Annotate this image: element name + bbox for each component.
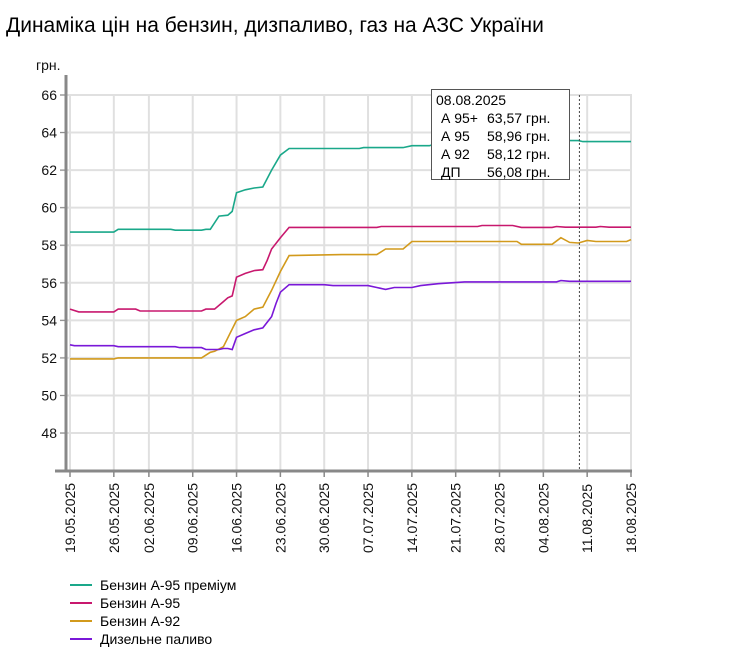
y-tick-label: 52 (41, 350, 57, 366)
x-tick-label: 07.07.2025 (360, 483, 376, 553)
tooltip-row: ДП 56,08 грн. (436, 163, 569, 181)
tooltip-row: А 92 58,12 грн. (436, 145, 569, 163)
y-tick-label: 62 (41, 162, 57, 178)
y-tick-label: 50 (41, 387, 57, 403)
tooltip-row: А 95 58,96 грн. (436, 127, 569, 145)
y-tick-label: 66 (41, 87, 57, 103)
series-line-3 (70, 236, 632, 360)
y-tick-label: 58 (41, 237, 57, 253)
tooltip-value: 58,12 грн. (487, 146, 551, 162)
x-tick-label: 18.08.2025 (623, 483, 639, 553)
x-tick-label: 26.05.2025 (106, 483, 122, 553)
x-tick-label: 19.05.2025 (62, 483, 78, 553)
x-tick-label: 11.08.2025 (579, 484, 595, 553)
y-tick-label: 64 (41, 125, 57, 141)
x-tick-label: 28.07.2025 (492, 483, 508, 553)
tooltip: 08.08.2025 А 95+ 63,57 грн. А 95 58,96 грн… (431, 89, 570, 180)
x-tick-label: 09.06.2025 (185, 483, 201, 553)
legend-label: Дизельне паливо (100, 631, 213, 647)
tooltip-value: 56,08 грн. (487, 164, 551, 180)
tooltip-series: А 95 (441, 128, 470, 144)
legend-swatch (70, 620, 92, 622)
legend-label: Бензин А-95 преміум (100, 577, 237, 593)
legend-label: Бензин А-92 (100, 613, 181, 629)
legend-item[interactable]: Бензин А-92 (70, 612, 236, 630)
y-tick-label: 54 (41, 312, 57, 328)
legend-swatch (70, 638, 92, 640)
legend-item[interactable]: Дизельне паливо (70, 630, 236, 648)
y-tick-label: 48 (41, 425, 57, 441)
y-tick-label: 60 (41, 200, 57, 216)
x-tick-label: 16.06.2025 (229, 483, 245, 553)
x-tick-label: 23.06.2025 (272, 483, 288, 553)
series-line-2 (69, 224, 631, 313)
tooltip-date: 08.08.2025 (436, 92, 507, 108)
tooltip-series: А 95+ (441, 110, 478, 126)
chart-title: Динаміка цін на бензин, дизпаливо, газ н… (6, 14, 544, 37)
legend-item[interactable]: Бензин А-95 (70, 594, 236, 612)
legend-swatch (70, 602, 92, 604)
tooltip-value: 63,57 грн. (487, 110, 551, 126)
x-tick-label: 30.06.2025 (316, 483, 332, 553)
tooltip-value: 58,96 грн. (487, 128, 551, 144)
legend-label: Бензин А-95 (100, 595, 181, 611)
x-tick-label: 21.07.2025 (448, 483, 464, 553)
legend-item[interactable]: Бензин А-95 преміум (70, 576, 236, 594)
y-tick-label: 56 (41, 275, 57, 291)
x-tick-label: 02.06.2025 (141, 483, 157, 553)
x-tick-label: 14.07.2025 (404, 483, 420, 553)
tooltip-series: А 92 (441, 146, 470, 162)
series-line-4 (69, 279, 631, 351)
legend-swatch (70, 584, 92, 586)
y-axis-label: грн. (36, 57, 61, 73)
tooltip-series: ДП (441, 164, 461, 180)
tooltip-row: А 95+ 63,57 грн. (436, 109, 569, 127)
legend: Бензин А-95 преміум Бензин А-95 Бензин А… (70, 576, 236, 648)
x-tick-label: 04.08.2025 (535, 483, 551, 553)
